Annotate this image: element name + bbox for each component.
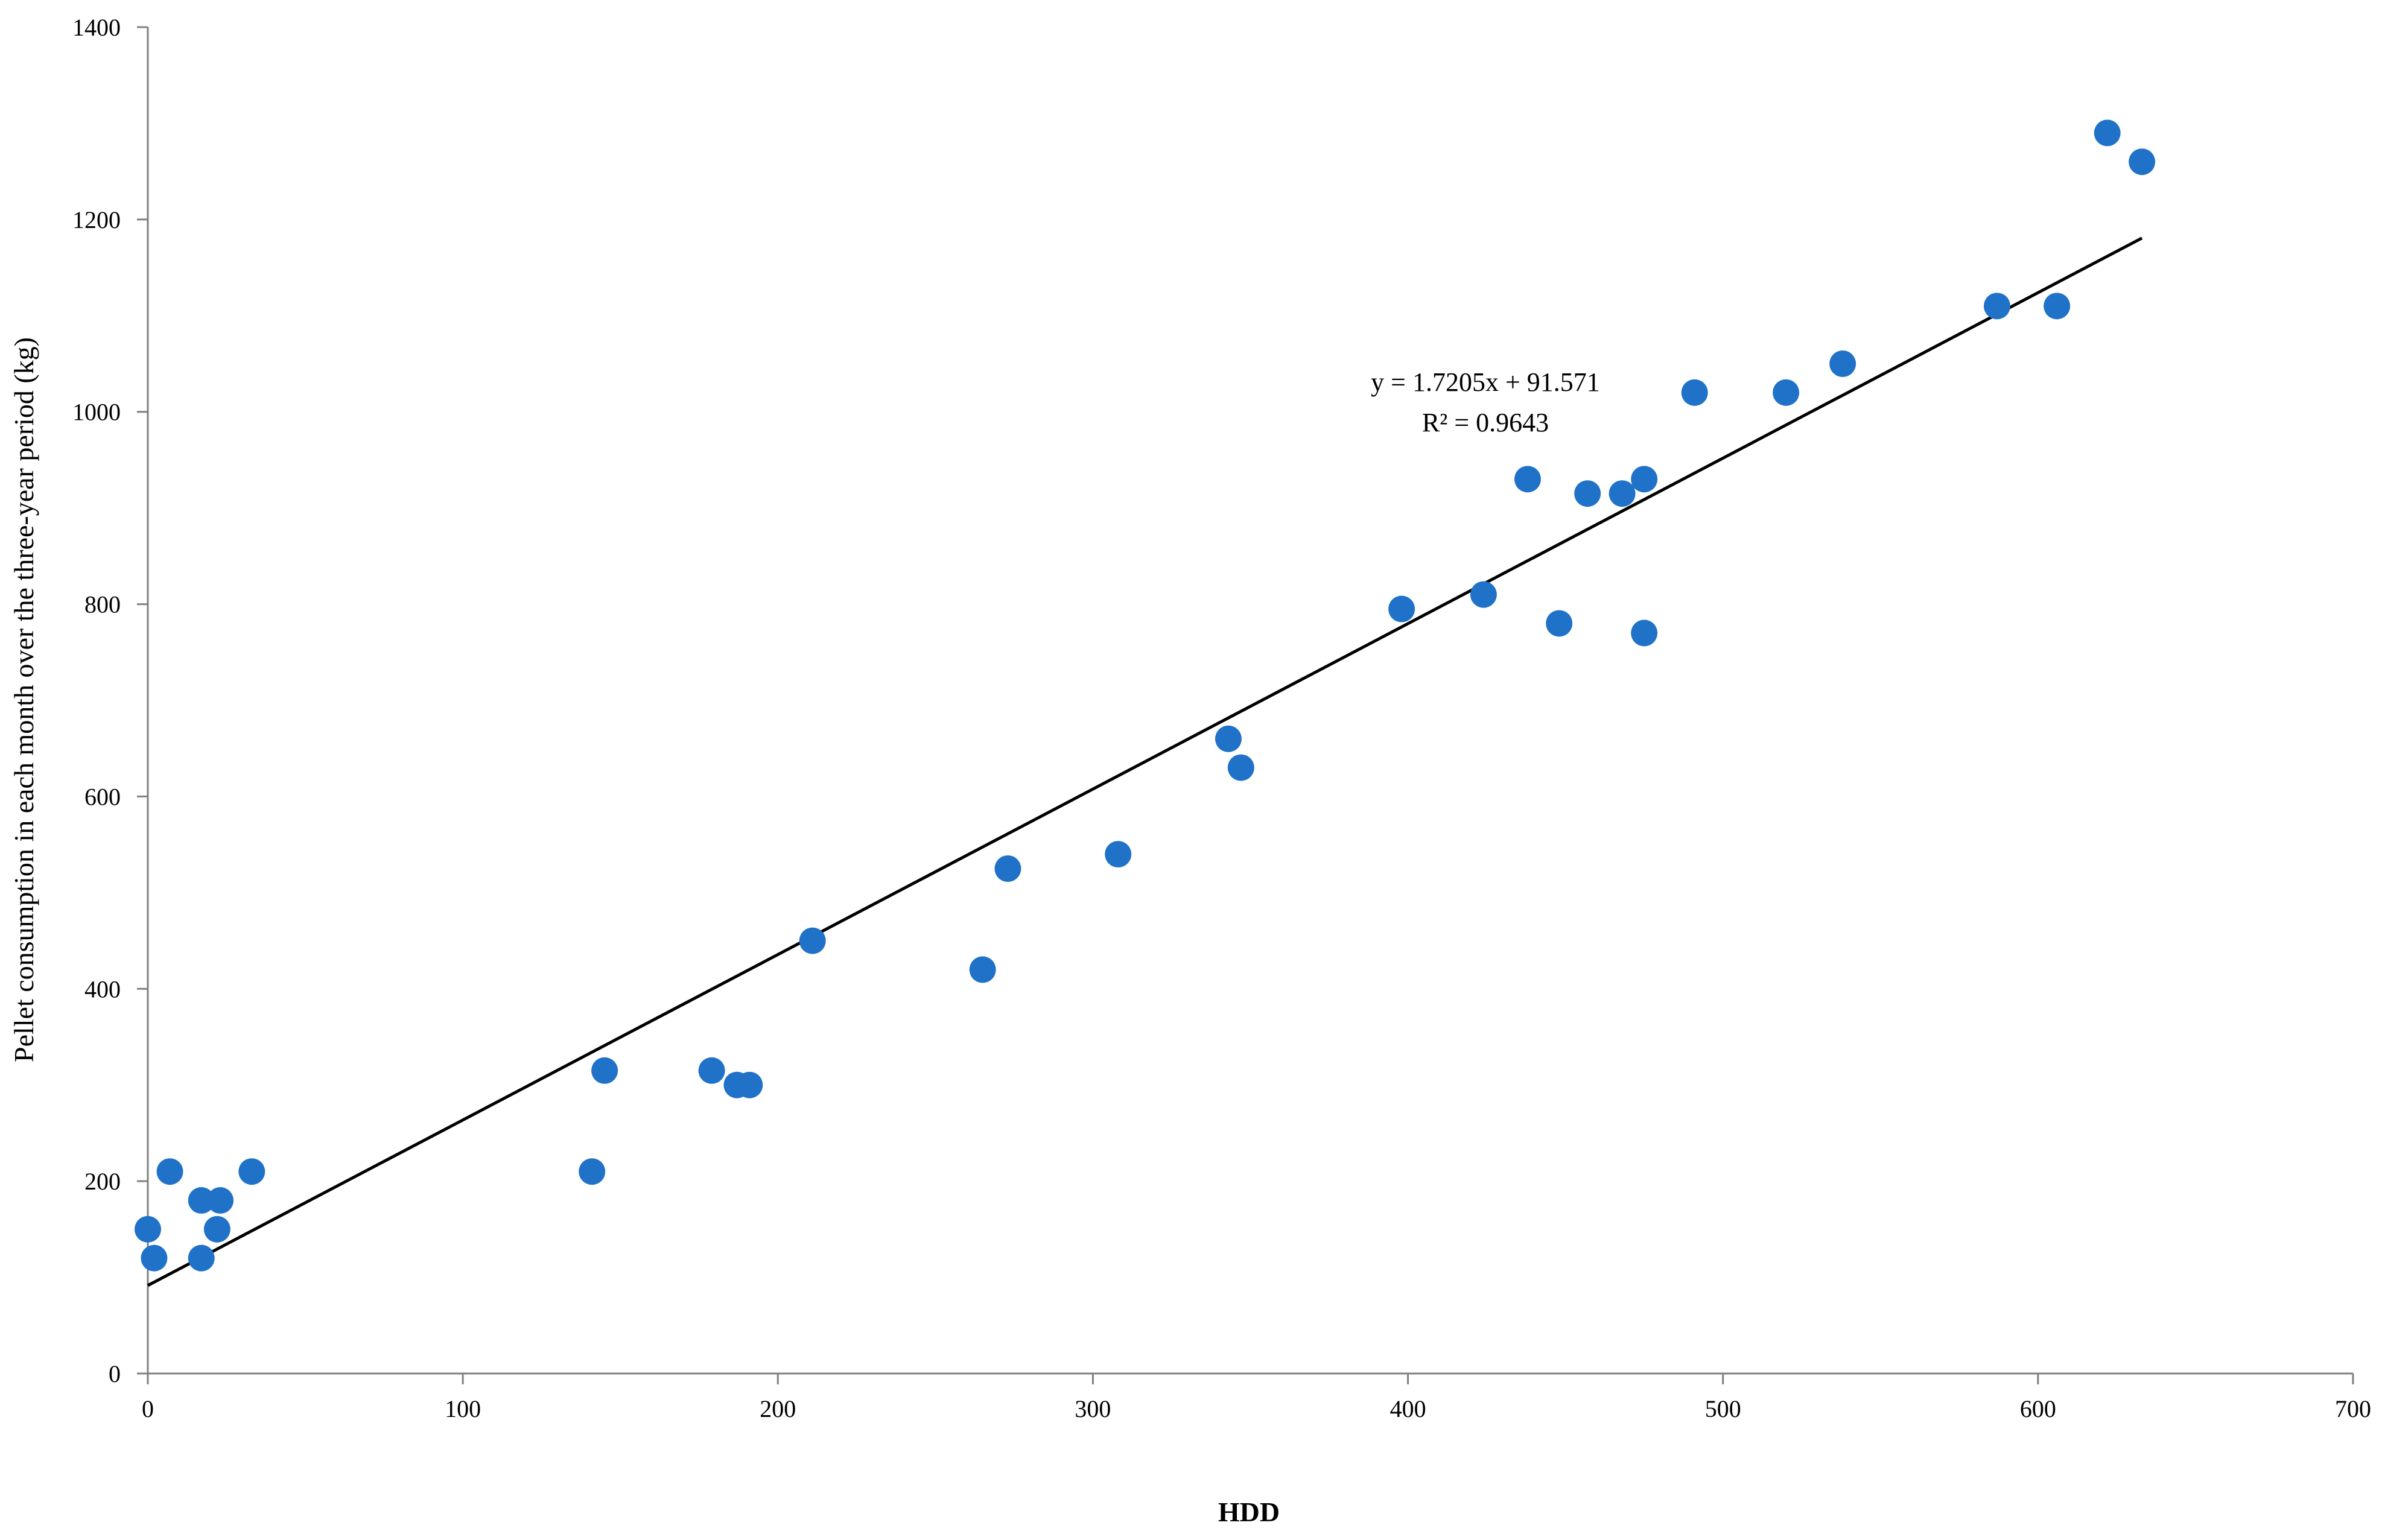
data-point	[1631, 619, 1658, 647]
data-point	[1227, 754, 1254, 781]
data-point	[579, 1158, 606, 1185]
data-point	[736, 1071, 763, 1098]
data-point	[1105, 841, 1132, 868]
y-tick-label: 1200	[72, 206, 121, 233]
data-point	[1546, 610, 1573, 637]
y-tick-label: 200	[84, 1168, 121, 1195]
data-point	[1609, 480, 1636, 507]
data-point	[1215, 725, 1242, 752]
data-point	[188, 1244, 215, 1272]
data-point	[207, 1187, 234, 1214]
x-tick-label: 300	[1075, 1395, 1111, 1422]
trendline-equation: y = 1.7205x + 91.571	[1371, 367, 1600, 397]
x-axis-title: HDD	[1218, 1497, 1280, 1527]
y-axis-title: Pellet consumption in each month over th…	[8, 337, 39, 1062]
data-point	[2129, 148, 2156, 176]
x-tick-label: 400	[1390, 1395, 1426, 1422]
data-point	[1514, 466, 1541, 493]
axes: 0 100 200 300 400 500 600 700 0 200 400 600 800 1000…	[72, 14, 2371, 1422]
data-point	[1470, 581, 1497, 608]
data-point	[2094, 119, 2121, 147]
x-tick-label: 200	[760, 1395, 796, 1422]
data-point	[1681, 379, 1708, 406]
x-tick-label: 700	[2335, 1395, 2371, 1422]
y-tick-label: 800	[84, 591, 121, 618]
data-point	[188, 1187, 215, 1214]
data-point	[698, 1057, 725, 1084]
y-tick-label: 1000	[72, 399, 121, 426]
x-tick-label: 0	[142, 1395, 154, 1422]
y-tick-label: 600	[84, 783, 121, 810]
data-point	[1388, 595, 1415, 623]
data-point	[141, 1244, 168, 1272]
x-ticks: 0 100 200 300 400 500 600 700	[142, 1374, 2371, 1422]
x-tick-label: 100	[445, 1395, 481, 1422]
data-point	[591, 1057, 618, 1084]
y-tick-label: 0	[109, 1360, 121, 1387]
data-point	[203, 1215, 230, 1243]
data-point	[1574, 480, 1601, 507]
data-point	[1983, 293, 2010, 320]
data-point	[156, 1158, 183, 1185]
data-point	[2044, 293, 2071, 320]
data-point	[1631, 466, 1658, 493]
trendline-r-squared: R² = 0.9643	[1422, 408, 1549, 437]
data-point	[994, 855, 1021, 882]
data-point	[238, 1158, 265, 1185]
y-tick-label: 400	[84, 975, 121, 1003]
data-points	[135, 119, 2156, 1272]
data-point	[135, 1215, 161, 1243]
data-point	[969, 956, 996, 983]
trendline-layer	[147, 236, 2143, 1287]
x-tick-label: 500	[1705, 1395, 1741, 1422]
y-tick-label: 1400	[72, 14, 121, 41]
x-tick-label: 600	[2020, 1395, 2056, 1422]
data-point	[799, 927, 826, 954]
data-point	[1773, 379, 1800, 406]
data-point	[1829, 350, 1856, 377]
trendline	[147, 236, 2143, 1287]
y-ticks: 0 200 400 600 800 1000 1200 1400	[72, 14, 148, 1387]
